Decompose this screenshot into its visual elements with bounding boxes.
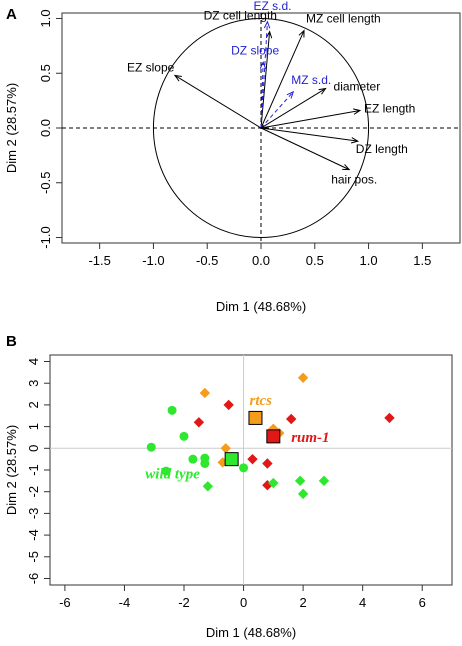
variable-arrowhead <box>342 164 351 171</box>
group-label: rtcs <box>250 393 273 409</box>
variable-label: DZ length <box>356 142 408 156</box>
data-point <box>199 387 211 399</box>
panel-a-x-tick-label: -0.5 <box>196 253 218 268</box>
variable-arrow <box>260 88 326 129</box>
variable-arrowhead <box>353 108 362 115</box>
panel-a-x-tick-label: 1.5 <box>413 253 431 268</box>
variable-label: hair pos. <box>331 173 377 187</box>
data-point <box>297 488 309 500</box>
data-point <box>268 477 279 489</box>
panel-a-correlation-circle: A -1.5 -1.0 -0.5 0.0 0.5 1.0 1.5 -1.0 -0.5 0.0 0.5… <box>4 0 461 314</box>
data-point <box>247 453 258 465</box>
panel-b-y-tick-label: -6 <box>26 573 41 585</box>
panel-b-individuals-plot: B -6 -4 -2 0 2 4 6 -6 -5 -4 -3 -2 -1 0 1 2 3 4 rtcs rum-1 w… <box>4 333 453 640</box>
variable-label: diameter <box>334 80 381 94</box>
group-centroid <box>248 410 263 425</box>
variable-arrow <box>260 62 264 129</box>
variable-arrow <box>174 75 262 129</box>
panel-a-x-tick-label: -1.5 <box>88 253 110 268</box>
panel-a-x-tick-label: 0.0 <box>252 253 270 268</box>
panel-a-y-tick-label: -0.5 <box>38 172 53 194</box>
panel-b-y-tick-label: 2 <box>26 401 41 408</box>
panel-a-y-tick-label: 0.5 <box>38 64 53 82</box>
variable-arrowhead <box>263 20 271 29</box>
variable-arrowhead <box>173 74 182 82</box>
variable-label: MZ s.d. <box>291 73 331 87</box>
variable-label: DZ slope <box>231 43 279 57</box>
variable-arrowhead <box>298 29 305 38</box>
panel-b-letter: B <box>6 333 17 350</box>
data-point <box>318 475 330 487</box>
data-point <box>202 481 214 492</box>
variable-arrow <box>260 127 350 171</box>
panel-b-y-tick-label: -1 <box>26 464 41 476</box>
panel-b-y-axis-title: Dim 2 (28.57%) <box>4 425 19 515</box>
panel-b-x-tick-label: -4 <box>119 595 131 610</box>
panel-b-y-tick-label: 4 <box>26 358 41 365</box>
variable-arrow <box>260 91 294 129</box>
panel-b-y-tick-label: -3 <box>26 508 41 520</box>
variable-arrowhead <box>265 30 273 39</box>
panel-a-y-tick-label: -1.0 <box>38 226 53 248</box>
data-point <box>297 372 309 383</box>
panel-b-y-tick-label: -4 <box>26 529 41 541</box>
panel-a-unit-circle <box>152 17 370 239</box>
data-point <box>161 466 171 476</box>
panel-a-x-tick-label: -1.0 <box>142 253 164 268</box>
data-point <box>167 405 177 415</box>
data-point <box>200 458 210 468</box>
group-label: rum-1 <box>291 430 329 446</box>
variable-arrowhead <box>259 61 267 69</box>
panel-b-x-tick-label: 6 <box>419 595 426 610</box>
data-point <box>239 463 249 473</box>
data-point <box>179 431 189 441</box>
panel-b-y-tick-label: 3 <box>26 380 41 387</box>
group-centroid <box>224 452 239 467</box>
variable-arrowhead <box>350 137 360 144</box>
data-point <box>193 417 205 428</box>
panel-a-x-tick-label: 0.5 <box>306 253 324 268</box>
panel-b-y-tick-label: -5 <box>26 551 41 563</box>
panel-a-y-tick-label: 0.0 <box>38 119 53 137</box>
data-point <box>188 454 198 464</box>
panel-b-x-axis-title: Dim 1 (48.68%) <box>206 625 296 640</box>
panel-a-x-tick-label: 1.0 <box>360 253 378 268</box>
panel-b-x-tick-label: -6 <box>59 595 71 610</box>
panel-a-letter: A <box>6 6 17 23</box>
variable-label: DZ cell length <box>204 9 277 23</box>
variable-label: EZ length <box>364 101 415 115</box>
panel-a-y-axis-title: Dim 2 (28.57%) <box>4 83 19 173</box>
panel-b-y-tick-label: -2 <box>26 486 41 498</box>
variable-label: EZ slope <box>127 60 175 74</box>
group-label: wild type <box>145 467 200 483</box>
panel-a-y-tick-label: 1.0 <box>38 9 53 27</box>
variable-arrow <box>260 127 358 142</box>
variable-arrowhead <box>318 87 327 95</box>
variable-label: MZ cell length <box>306 12 381 26</box>
variable-arrowhead <box>286 90 295 99</box>
panel-b-x-tick-label: 0 <box>240 595 247 610</box>
panel-a-x-axis-title: Dim 1 (48.68%) <box>216 299 306 314</box>
data-point <box>286 413 297 425</box>
variable-arrow <box>260 109 361 129</box>
data-point <box>294 475 306 487</box>
variable-label: EZ s.d. <box>253 0 291 13</box>
panel-b-x-tick-label: -2 <box>178 595 190 610</box>
data-point <box>146 442 156 452</box>
data-point <box>262 458 273 469</box>
data-point <box>384 412 395 424</box>
panel-b-x-tick-label: 2 <box>299 595 306 610</box>
data-point <box>220 443 231 454</box>
panel-b-x-tick-label: 4 <box>359 595 366 610</box>
group-centroid <box>266 429 281 444</box>
variable-arrow <box>260 30 305 129</box>
panel-b-y-tick-label: 1 <box>26 423 41 430</box>
panel-b-y-tick-label: 0 <box>26 445 41 452</box>
data-point <box>223 399 234 411</box>
panel-b-plot-box <box>49 354 453 586</box>
